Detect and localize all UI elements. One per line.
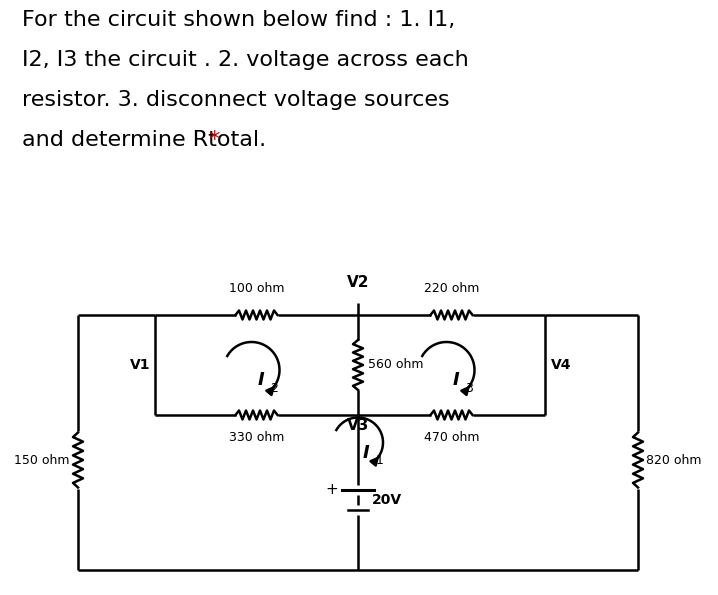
Text: 820 ohm: 820 ohm: [646, 453, 701, 466]
Text: I: I: [452, 371, 460, 389]
Text: 2: 2: [271, 381, 279, 394]
Text: For the circuit shown below find : 1. I1,: For the circuit shown below find : 1. I1…: [22, 10, 455, 30]
Text: 100 ohm: 100 ohm: [229, 282, 284, 295]
Text: V2: V2: [347, 275, 369, 290]
Text: 150 ohm: 150 ohm: [14, 453, 70, 466]
Text: *: *: [202, 130, 220, 150]
Text: V4: V4: [551, 358, 572, 372]
Text: 560 ohm: 560 ohm: [368, 359, 424, 371]
Text: 220 ohm: 220 ohm: [424, 282, 479, 295]
Text: +: +: [325, 483, 338, 497]
Text: V1: V1: [129, 358, 150, 372]
Text: I: I: [258, 371, 264, 389]
Text: 470 ohm: 470 ohm: [424, 431, 479, 444]
Text: and determine Rtotal.: and determine Rtotal.: [22, 130, 266, 150]
Text: 3: 3: [465, 381, 473, 394]
Text: 20V: 20V: [372, 493, 402, 507]
Text: 330 ohm: 330 ohm: [229, 431, 284, 444]
Text: I: I: [363, 443, 370, 462]
Text: V3: V3: [347, 418, 369, 433]
Text: I2, I3 the circuit . 2. voltage across each: I2, I3 the circuit . 2. voltage across e…: [22, 50, 469, 70]
Text: resistor. 3. disconnect voltage sources: resistor. 3. disconnect voltage sources: [22, 90, 449, 110]
Text: 1: 1: [376, 454, 384, 467]
